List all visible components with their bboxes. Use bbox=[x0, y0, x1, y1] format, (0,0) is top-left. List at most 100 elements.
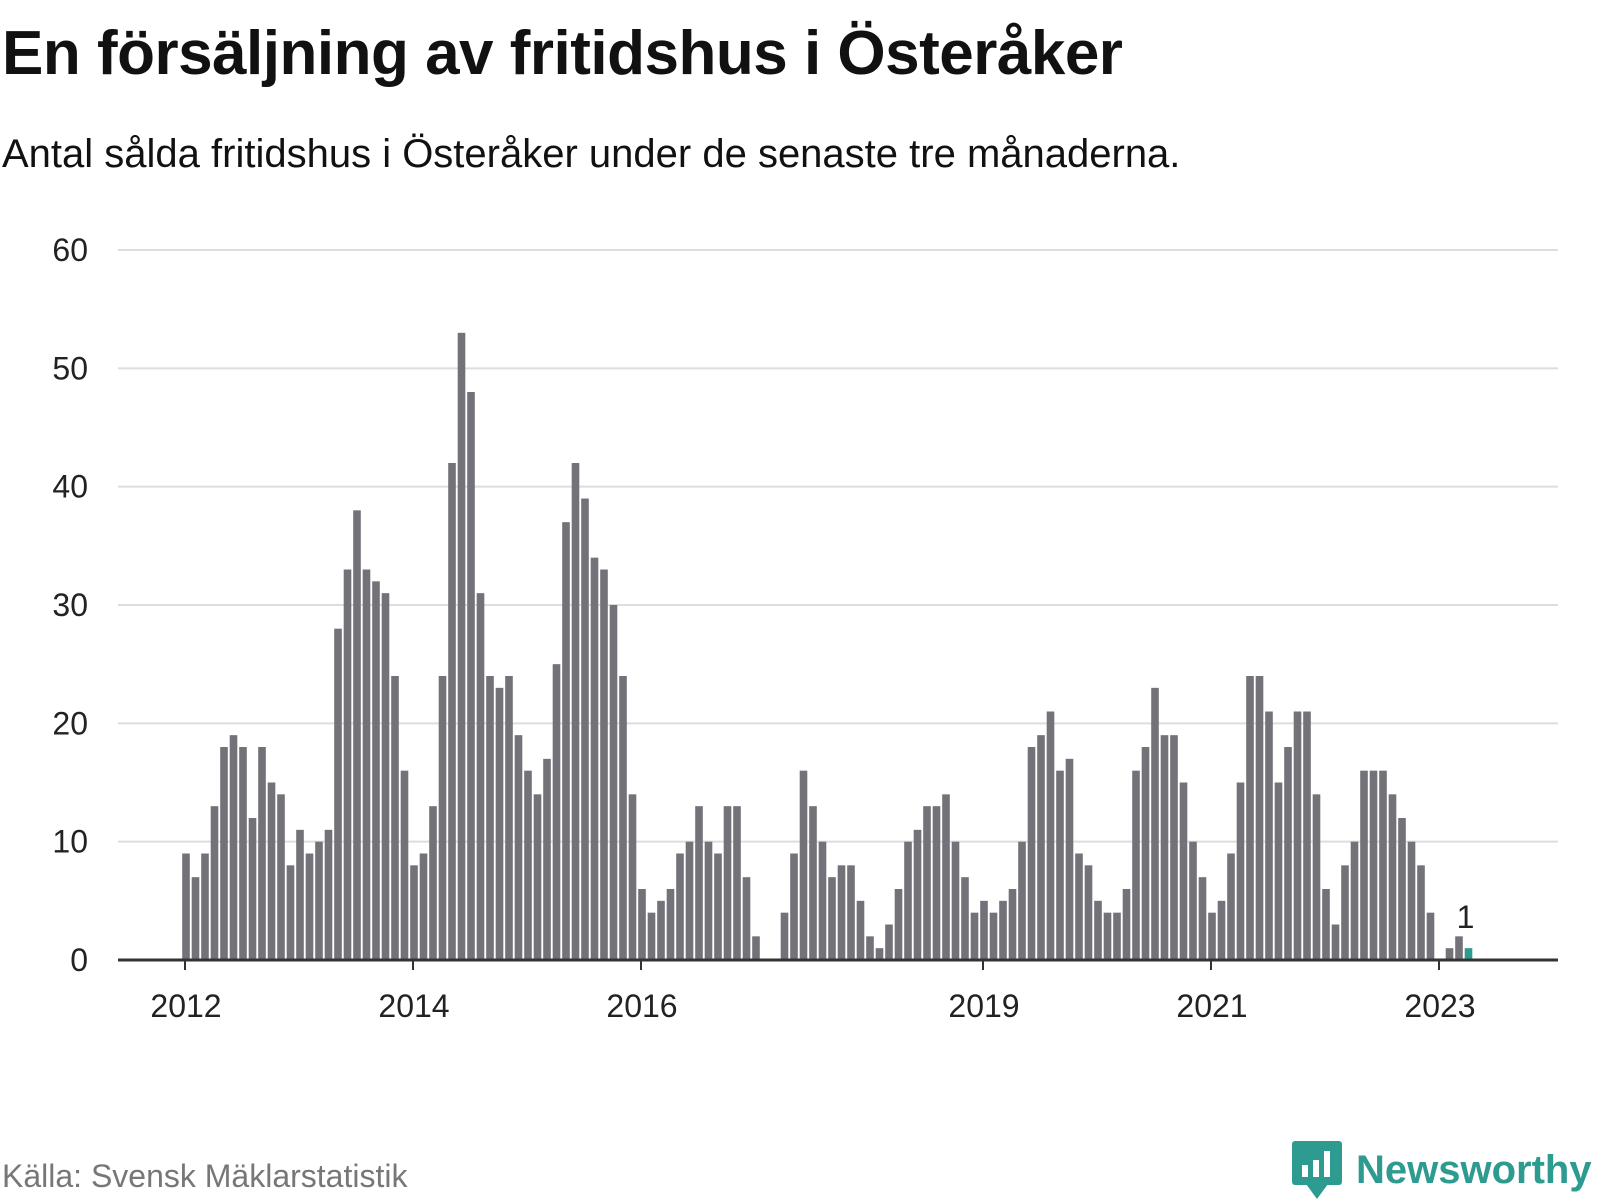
bar bbox=[1388, 794, 1397, 960]
bar bbox=[875, 948, 884, 960]
bar bbox=[828, 877, 836, 960]
newsworthy-logo-icon bbox=[1292, 1141, 1342, 1199]
y-tick-label: 50 bbox=[52, 350, 88, 386]
bar bbox=[248, 818, 257, 960]
bar bbox=[353, 510, 361, 960]
bar bbox=[438, 676, 447, 960]
bar bbox=[277, 794, 285, 960]
bar bbox=[1084, 865, 1093, 960]
bar bbox=[410, 865, 418, 960]
bar bbox=[1369, 770, 1378, 960]
x-tick-label: 2023 bbox=[1404, 988, 1475, 1020]
bar bbox=[999, 900, 1007, 960]
bar bbox=[799, 770, 808, 960]
bar bbox=[476, 593, 485, 960]
bar bbox=[600, 569, 608, 960]
bar bbox=[182, 853, 190, 960]
bar bbox=[619, 676, 627, 960]
bar bbox=[1236, 782, 1245, 960]
source-note: Källa: Svensk Mäklarstatistik bbox=[2, 1158, 408, 1194]
bar bbox=[571, 463, 580, 960]
bar bbox=[258, 747, 266, 960]
bar bbox=[1331, 924, 1340, 960]
bar bbox=[904, 841, 912, 960]
bar bbox=[514, 735, 523, 960]
bar bbox=[1208, 912, 1216, 960]
x-tick-label: 2021 bbox=[1176, 988, 1247, 1020]
bar bbox=[790, 853, 798, 960]
x-axis bbox=[118, 958, 1558, 970]
bar bbox=[1255, 676, 1264, 960]
bar bbox=[1046, 711, 1055, 960]
x-tick-label: 2019 bbox=[948, 988, 1019, 1020]
bar bbox=[267, 782, 276, 960]
bar bbox=[533, 794, 542, 960]
bar bbox=[1284, 747, 1292, 960]
bar bbox=[1246, 676, 1254, 960]
bar bbox=[543, 758, 551, 960]
bar-chart: 0 10 20 30 40 50 60 1 2012 2014 2016 2019 2021 2023 bbox=[52, 232, 1558, 1020]
bar bbox=[1189, 841, 1197, 960]
bar bbox=[1407, 841, 1416, 960]
bar-highlight bbox=[1464, 948, 1473, 960]
x-tick-label: 2012 bbox=[150, 988, 221, 1020]
bar bbox=[970, 912, 979, 960]
bar bbox=[657, 900, 665, 960]
bar bbox=[1398, 818, 1406, 960]
bar bbox=[524, 770, 532, 960]
bar bbox=[1303, 711, 1311, 960]
bar bbox=[1379, 770, 1387, 960]
bar bbox=[201, 853, 209, 960]
bar bbox=[885, 924, 893, 960]
bar bbox=[1426, 912, 1435, 960]
bar bbox=[1056, 770, 1064, 960]
brand-name: Newsworthy bbox=[1356, 1147, 1592, 1192]
bar bbox=[695, 806, 703, 960]
bar bbox=[296, 829, 304, 960]
bar bbox=[1198, 877, 1207, 960]
bar bbox=[752, 936, 760, 960]
bar bbox=[239, 747, 247, 960]
bar bbox=[1132, 770, 1140, 960]
bar bbox=[1122, 889, 1131, 960]
bar bbox=[315, 841, 323, 960]
bar bbox=[942, 794, 950, 960]
bar bbox=[1350, 841, 1359, 960]
bar bbox=[429, 806, 437, 960]
bar bbox=[733, 806, 741, 960]
bar bbox=[704, 841, 713, 960]
bar bbox=[552, 664, 561, 960]
x-tick-label: 2014 bbox=[378, 988, 449, 1020]
bar bbox=[1455, 936, 1463, 960]
bar bbox=[1065, 758, 1074, 960]
bar bbox=[400, 770, 409, 960]
bar bbox=[1341, 865, 1349, 960]
bar bbox=[685, 841, 694, 960]
bar bbox=[1274, 782, 1283, 960]
bar bbox=[505, 676, 513, 960]
x-tick-label: 2016 bbox=[606, 988, 677, 1020]
bar bbox=[448, 463, 456, 960]
bar bbox=[419, 853, 428, 960]
bar bbox=[961, 877, 969, 960]
data-label-latest: 1 bbox=[1457, 899, 1475, 935]
bar bbox=[1322, 889, 1330, 960]
bar bbox=[1445, 948, 1454, 960]
bar bbox=[372, 581, 380, 960]
bar bbox=[305, 853, 314, 960]
bar bbox=[989, 912, 998, 960]
bar bbox=[638, 889, 646, 960]
bar bbox=[1360, 770, 1368, 960]
y-tick-label: 60 bbox=[52, 232, 88, 268]
brand-logo: Newsworthy bbox=[1292, 1140, 1592, 1200]
bar bbox=[590, 557, 599, 960]
bar bbox=[1217, 900, 1226, 960]
bars bbox=[182, 332, 1473, 960]
bar bbox=[1312, 794, 1321, 960]
bar bbox=[229, 735, 238, 960]
bar bbox=[362, 569, 371, 960]
bar bbox=[581, 498, 589, 960]
bar bbox=[714, 853, 722, 960]
bar bbox=[1008, 889, 1017, 960]
bar bbox=[1027, 747, 1036, 960]
